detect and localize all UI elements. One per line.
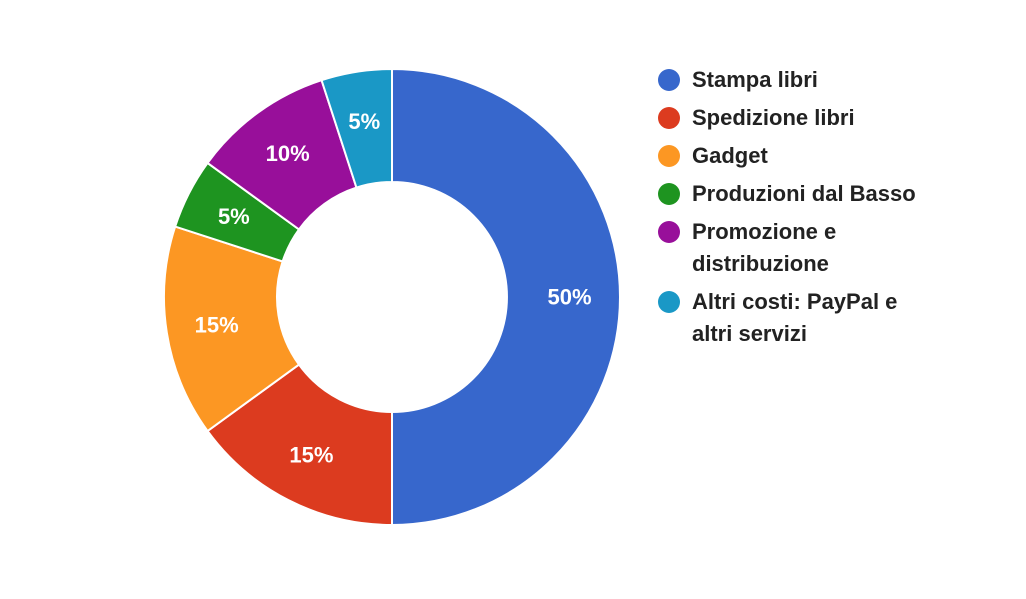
legend-item-gadget[interactable]: Gadget: [658, 140, 928, 172]
legend-label: Stampa libri: [692, 67, 818, 92]
legend-label: Gadget: [692, 143, 768, 168]
slice-label-spedizione-libri: 15%: [289, 443, 333, 468]
slice-gadget[interactable]: [163, 225, 301, 433]
donut-slices: [163, 67, 621, 527]
slice-label-produzioni-dal-basso: 5%: [218, 204, 250, 229]
legend-item-spedizione-libri[interactable]: Spedizione libri: [658, 102, 928, 134]
legend-item-produzioni-dal-basso[interactable]: Produzioni dal Basso: [658, 178, 928, 210]
slice-label-promozione-e-distribuzione: 10%: [266, 141, 310, 166]
slice-label-gadget: 15%: [195, 312, 239, 337]
legend-label: Spedizione libri: [692, 105, 855, 130]
legend-swatch-icon: [658, 69, 680, 91]
legend-item-promozione-e-distribuzione[interactable]: Promozione e distribuzione: [658, 216, 928, 280]
legend-item-altri-costi-paypal-e-altri-servizi[interactable]: Altri costi: PayPal e altri servizi: [658, 286, 928, 350]
legend-swatch-icon: [658, 221, 680, 243]
legend-swatch-icon: [658, 183, 680, 205]
slice-stampa-libri[interactable]: [391, 67, 621, 527]
legend-label: Produzioni dal Basso: [692, 181, 916, 206]
legend-item-stampa-libri[interactable]: Stampa libri: [658, 64, 928, 96]
legend-label: Altri costi: PayPal e altri servizi: [692, 289, 898, 346]
slice-spedizione-libri[interactable]: [206, 363, 393, 527]
legend-swatch-icon: [658, 291, 680, 313]
slice-altri-costi-paypal-e-altri-servizi[interactable]: [320, 67, 393, 189]
legend-label: Promozione e distribuzione: [692, 219, 837, 276]
donut-slice-labels: 50% 15% 15% 5% 10% 5%: [195, 109, 592, 467]
slice-label-altri-costi-paypal-e-altri-servizi: 5%: [348, 109, 380, 134]
legend-swatch-icon: [658, 145, 680, 167]
slice-label-stampa-libri: 50%: [547, 285, 591, 310]
chart-legend: Stampa libri Spedizione libri Gadget Produz…: [658, 64, 928, 356]
legend-swatch-icon: [658, 107, 680, 129]
